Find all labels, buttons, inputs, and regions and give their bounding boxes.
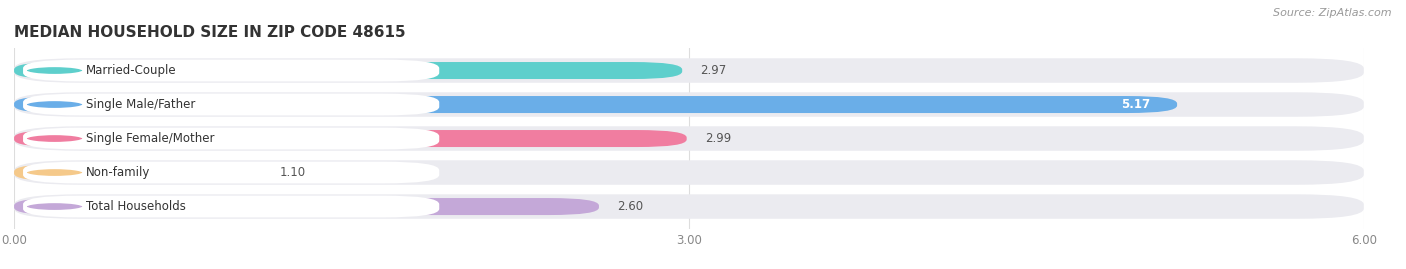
FancyBboxPatch shape (22, 94, 439, 115)
Text: Single Male/Father: Single Male/Father (86, 98, 195, 111)
Text: Source: ZipAtlas.com: Source: ZipAtlas.com (1274, 8, 1392, 18)
FancyBboxPatch shape (22, 162, 439, 183)
FancyBboxPatch shape (14, 126, 1364, 151)
FancyBboxPatch shape (14, 164, 262, 181)
Text: 2.97: 2.97 (700, 64, 727, 77)
Text: 2.99: 2.99 (704, 132, 731, 145)
Text: Single Female/Mother: Single Female/Mother (86, 132, 215, 145)
Text: 2.60: 2.60 (617, 200, 643, 213)
FancyBboxPatch shape (14, 130, 686, 147)
FancyBboxPatch shape (14, 58, 1364, 83)
Text: Non-family: Non-family (86, 166, 150, 179)
FancyBboxPatch shape (22, 128, 439, 149)
Text: Married-Couple: Married-Couple (86, 64, 177, 77)
Text: 5.17: 5.17 (1121, 98, 1150, 111)
Circle shape (25, 100, 84, 109)
FancyBboxPatch shape (14, 92, 1364, 117)
Text: 1.10: 1.10 (280, 166, 305, 179)
FancyBboxPatch shape (14, 160, 1364, 185)
Circle shape (25, 66, 84, 75)
FancyBboxPatch shape (22, 60, 439, 82)
Circle shape (25, 202, 84, 211)
FancyBboxPatch shape (14, 194, 1364, 219)
FancyBboxPatch shape (14, 96, 1177, 113)
FancyBboxPatch shape (22, 196, 439, 217)
Text: MEDIAN HOUSEHOLD SIZE IN ZIP CODE 48615: MEDIAN HOUSEHOLD SIZE IN ZIP CODE 48615 (14, 25, 406, 40)
Circle shape (25, 134, 84, 143)
FancyBboxPatch shape (14, 62, 682, 79)
FancyBboxPatch shape (14, 198, 599, 215)
Circle shape (25, 168, 84, 177)
Text: Total Households: Total Households (86, 200, 186, 213)
